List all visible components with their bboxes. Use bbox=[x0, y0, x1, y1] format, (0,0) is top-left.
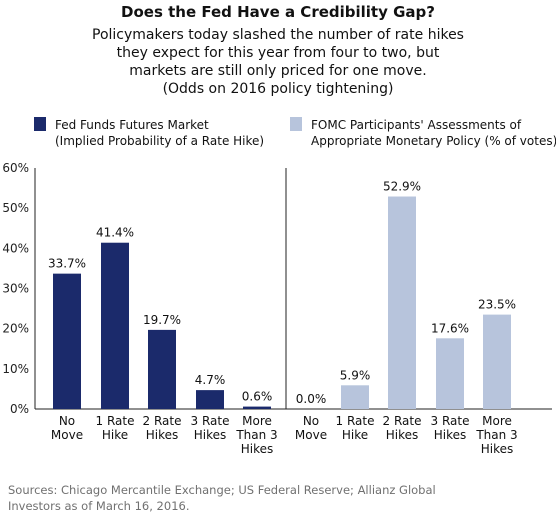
bar-value-label: 4.7% bbox=[195, 373, 226, 387]
chart-subtitle: Policymakers today slashed the number of… bbox=[0, 26, 556, 98]
x-tick-label: Hikes bbox=[434, 428, 467, 442]
y-tick-label: 50% bbox=[2, 201, 29, 215]
legend-line: Fed Funds Futures Market bbox=[55, 118, 209, 132]
y-tick-label: 20% bbox=[2, 322, 29, 336]
x-tick-label: 1 Rate bbox=[96, 414, 135, 428]
x-tick-label: Move bbox=[51, 428, 83, 442]
y-tick-label: 10% bbox=[2, 362, 29, 376]
bar-value-label: 0.0% bbox=[296, 392, 327, 406]
sources-line: Investors as of March 16, 2016. bbox=[8, 499, 190, 513]
subtitle-line: (Odds on 2016 policy tightening) bbox=[162, 81, 394, 97]
x-tick-label: Hikes bbox=[481, 442, 514, 456]
bar bbox=[196, 390, 224, 409]
legend-label-fed-funds: Fed Funds Futures Market (Implied Probab… bbox=[55, 117, 264, 149]
legend-label-fomc: FOMC Participants' Assessments of Approp… bbox=[311, 117, 556, 149]
bar-value-label: 41.4% bbox=[96, 226, 134, 240]
bar bbox=[148, 329, 176, 409]
x-tick-label: Hike bbox=[342, 428, 368, 442]
x-tick-label: 1 Rate bbox=[336, 414, 375, 428]
x-tick-label: Than 3 bbox=[235, 428, 277, 442]
chart-title: Does the Fed Have a Credibility Gap? bbox=[121, 3, 435, 21]
bar bbox=[436, 338, 464, 409]
subtitle-line: they expect for this year from four to t… bbox=[116, 45, 440, 61]
x-tick-label: Than 3 bbox=[475, 428, 517, 442]
bar bbox=[483, 314, 511, 409]
sources-line: Sources: Chicago Mercantile Exchange; US… bbox=[8, 483, 436, 497]
bar-value-label: 23.5% bbox=[478, 298, 516, 312]
x-tick-label: No bbox=[59, 414, 75, 428]
legend-swatch-fed-funds bbox=[34, 117, 46, 131]
x-tick-label: More bbox=[482, 414, 512, 428]
x-tick-label: Move bbox=[295, 428, 327, 442]
bar bbox=[101, 242, 129, 409]
subtitle-line: markets are still only priced for one mo… bbox=[129, 63, 427, 79]
x-tick-label: 3 Rate bbox=[191, 414, 230, 428]
legend-line: (Implied Probability of a Rate Hike) bbox=[55, 134, 265, 148]
bar-value-label: 52.9% bbox=[383, 180, 421, 194]
x-tick-label: 2 Rate bbox=[143, 414, 182, 428]
bar-value-label: 17.6% bbox=[431, 321, 469, 335]
bar bbox=[341, 385, 369, 409]
legend-swatch-fomc bbox=[290, 117, 302, 131]
subtitle-line: Policymakers today slashed the number of… bbox=[92, 27, 464, 43]
x-tick-label: Hikes bbox=[241, 442, 274, 456]
y-tick-label: 30% bbox=[2, 282, 29, 296]
bar-value-label: 0.6% bbox=[242, 390, 273, 404]
legend-line: FOMC Participants' Assessments of bbox=[311, 118, 522, 132]
x-tick-label: More bbox=[242, 414, 272, 428]
x-tick-label: Hikes bbox=[194, 428, 227, 442]
x-tick-label: 3 Rate bbox=[431, 414, 470, 428]
legend-line: Appropriate Monetary Policy (% of votes) bbox=[311, 134, 556, 148]
bar-value-label: 19.7% bbox=[143, 313, 181, 327]
x-tick-label: 2 Rate bbox=[383, 414, 422, 428]
x-tick-label: No bbox=[303, 414, 319, 428]
x-tick-label: Hikes bbox=[386, 428, 419, 442]
bar bbox=[388, 196, 416, 409]
y-tick-label: 60% bbox=[2, 161, 29, 175]
x-tick-label: Hikes bbox=[146, 428, 179, 442]
y-tick-label: 0% bbox=[10, 402, 29, 416]
y-tick-label: 40% bbox=[2, 241, 29, 255]
bar bbox=[243, 406, 271, 409]
bar bbox=[53, 273, 81, 409]
bar-value-label: 33.7% bbox=[48, 257, 86, 271]
bar-value-label: 5.9% bbox=[340, 368, 371, 382]
sources-note: Sources: Chicago Mercantile Exchange; US… bbox=[8, 482, 528, 514]
x-tick-label: Hike bbox=[102, 428, 128, 442]
